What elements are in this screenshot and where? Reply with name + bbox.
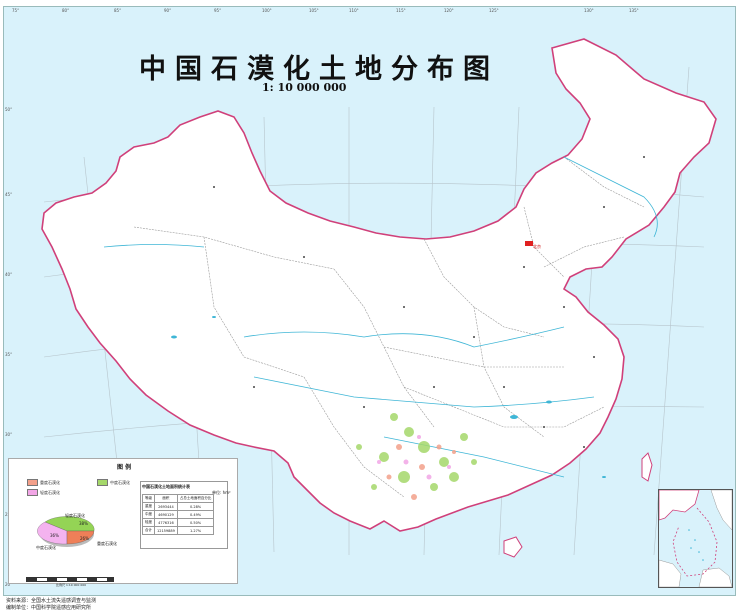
city-markers	[213, 156, 645, 448]
lon-tick: 120°	[444, 8, 454, 13]
map-canvas	[41, 38, 717, 558]
lon-tick: 105°	[309, 8, 319, 13]
stats-header-cell: 等级	[142, 494, 155, 503]
stats-cell: 合计	[142, 526, 155, 535]
stats-table: 等级 面积 占总土地面积百分比 重度 2693444 0.28% 中度 4690…	[142, 494, 215, 535]
stats-row: 中度 4690129 0.49%	[142, 510, 215, 519]
stats-cell: 0.50%	[176, 518, 215, 527]
lat-tick: 40°	[5, 272, 13, 277]
china-landmass	[41, 38, 717, 532]
stats-cell: 4690129	[154, 510, 178, 519]
stats-title: 中国石漠化土地面积统计表	[142, 484, 190, 489]
source-line-2: 编制单位：中国科学院遥感应用研究所	[6, 605, 92, 611]
legend-swatch-light	[27, 489, 38, 496]
legend-label-severe: 重度石漠化	[40, 480, 60, 485]
rivers	[103, 156, 658, 478]
stats-row: 轻度 4776316 0.50%	[142, 518, 215, 527]
south-china-sea-inset	[658, 489, 733, 588]
lat-tick: 20°	[5, 582, 13, 587]
lon-tick: 90°	[164, 8, 172, 13]
legend-pie-chart	[37, 516, 95, 547]
lon-tick: 135°	[629, 8, 639, 13]
lon-tick: 95°	[214, 8, 222, 13]
stats-cell: 轻度	[142, 518, 155, 527]
map-legend: 图 例 重度石漠化 中度石漠化 轻度石漠化 轻度石漠化 中度石漠化 重度石漠化 …	[8, 458, 238, 584]
hainan-island	[503, 536, 523, 558]
pie-label-light: 轻度石漠化	[65, 513, 85, 518]
stats-cell: 12159889	[154, 526, 178, 535]
lon-tick: 130°	[584, 8, 594, 13]
lakes	[171, 316, 606, 478]
pie-value-moderate: 36%	[50, 533, 59, 538]
stats-header-cell: 占总土地面积百分比	[176, 494, 215, 503]
stats-cell: 重度	[142, 502, 155, 511]
taiwan-island	[641, 452, 653, 482]
legend-swatch-severe	[27, 479, 38, 486]
lon-tick: 110°	[349, 8, 359, 13]
pie-label-moderate: 中度石漠化	[36, 545, 56, 550]
pie-value-severe: 26%	[80, 536, 89, 541]
stats-unit: 单位: hm²	[212, 490, 231, 495]
stats-cell: 0.28%	[176, 502, 215, 511]
lon-tick: 80°	[62, 8, 70, 13]
stats-header-row: 等级 面积 占总土地面积百分比	[142, 494, 215, 503]
pie-value-light: 38%	[79, 521, 88, 526]
capital-label: 北京	[533, 244, 541, 249]
stats-header-cell: 面积	[154, 494, 178, 503]
inset-map	[658, 489, 733, 588]
lon-tick: 125°	[489, 8, 499, 13]
pie-slice-severe	[66, 530, 95, 545]
stats-cell: 2693444	[154, 502, 178, 511]
legend-title: 图 例	[117, 464, 132, 471]
scale-bar-label: 比例尺 1:10 000 000	[56, 583, 87, 587]
lon-tick: 115°	[396, 8, 406, 13]
pie-slice-moderate	[37, 521, 68, 545]
legend-label-light: 轻度石漠化	[40, 490, 60, 495]
stats-cell: 0.49%	[176, 510, 215, 519]
stats-cell: 1.27%	[176, 526, 215, 535]
lat-tick: 30°	[5, 432, 13, 437]
province-boundaries	[133, 156, 645, 498]
map-scale: 1: 10 000 000	[262, 81, 347, 94]
lat-tick: 45°	[5, 192, 13, 197]
legend-swatch-moderate	[97, 479, 108, 486]
scale-bar	[26, 577, 114, 582]
capital-marker	[525, 241, 533, 246]
stats-row: 重度 2693444 0.28%	[142, 502, 215, 511]
stats-row: 合计 12159889 1.27%	[142, 526, 215, 535]
source-line-1: 资料来源：全国水土流失遥感调查与监测	[6, 598, 97, 604]
map-title: 中国石漠化土地分布图	[139, 54, 499, 85]
stats-cell: 4776316	[154, 518, 178, 527]
desertification-patches	[356, 413, 477, 500]
lon-tick: 75°	[12, 8, 20, 13]
stats-cell: 中度	[142, 510, 155, 519]
legend-label-moderate: 中度石漠化	[110, 480, 130, 485]
lat-tick: 35°	[5, 352, 13, 357]
pie-label-severe: 重度石漠化	[97, 541, 117, 546]
lon-tick: 85°	[114, 8, 122, 13]
lat-tick: 50°	[5, 107, 13, 112]
pie-slice-light	[44, 516, 95, 532]
lon-tick: 100°	[262, 8, 272, 13]
